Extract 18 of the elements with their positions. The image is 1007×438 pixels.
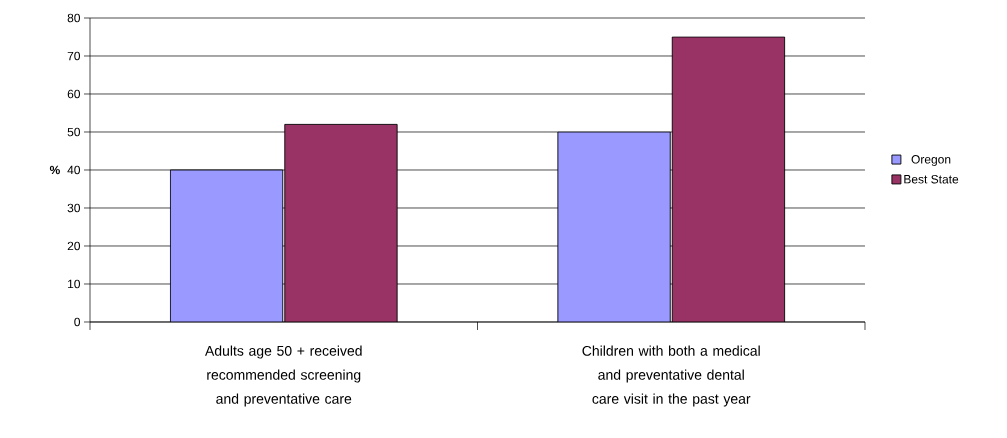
legend-label: Best State: [904, 175, 959, 184]
x-tick-label: Adults age 50 + received recommended screening and preventative care: [204, 345, 362, 407]
bar: [169, 169, 284, 322]
bar: [284, 123, 398, 322]
y-tick-label: 30: [67, 203, 81, 213]
y-tick-label: 70: [67, 51, 81, 61]
y-tick-label: 40: [67, 165, 81, 175]
y-tick-label: 50: [67, 127, 81, 137]
y-axis-title: %: [49, 165, 60, 175]
y-tick-label: 10: [68, 279, 81, 289]
y-tick-label: 20: [67, 241, 81, 251]
y-tick-label: 80: [67, 13, 81, 23]
y-tick-label: 0: [74, 317, 81, 327]
x-tick-label: Children with both a medical and preventative dental care visit in the past year: [582, 345, 760, 407]
y-tick-label: 60: [67, 89, 81, 99]
bar: [671, 36, 786, 322]
bar: [557, 131, 671, 322]
legend-label: Oregon: [911, 155, 951, 166]
